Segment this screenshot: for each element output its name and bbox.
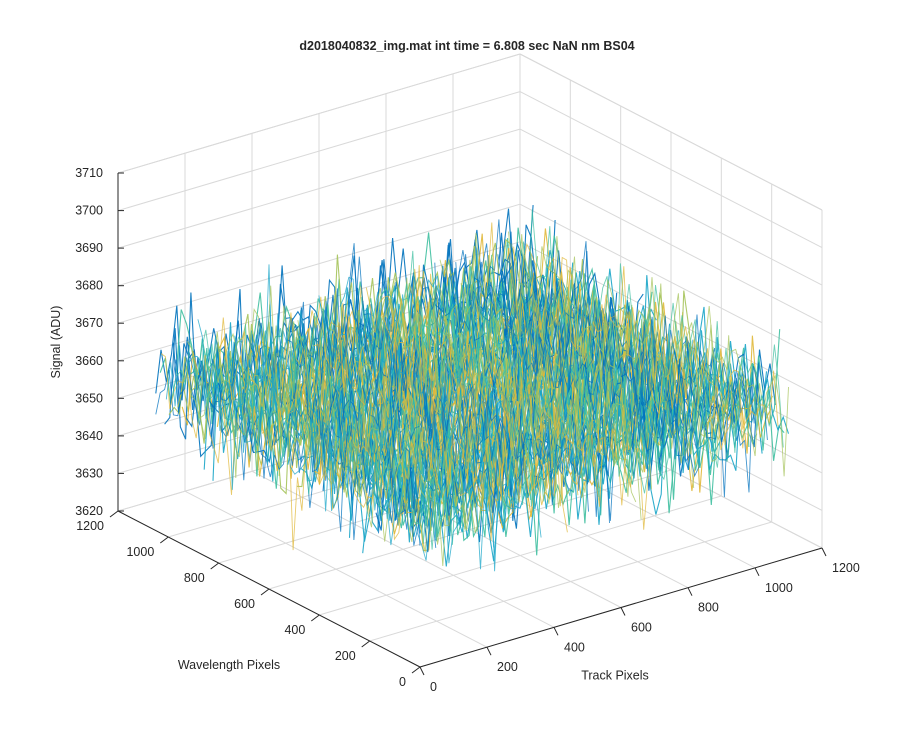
z-axis-label: Signal (ADU) [49,306,63,379]
surface-column [176,340,442,527]
surface-column [244,307,510,523]
y-tick-mark [210,562,219,570]
z-tick-label: 3620 [75,504,103,518]
surface-mesh [155,205,790,572]
y-tick-mark [109,510,119,518]
x-tick-label: 400 [564,640,585,654]
grid-line [519,166,823,324]
grid-line [519,128,823,286]
x-tick-mark [620,607,626,616]
z-tick-label: 3660 [75,354,103,368]
y-tick-mark [411,666,421,674]
y-axis-label: Wavelength Pixels [178,658,280,672]
tick-labels: 0 200 400 600 800 1000 1200 0 200 400 600 800 1000 12… [75,166,860,694]
grid-line [117,166,521,287]
surface-column [334,285,600,506]
y-tick-label: 600 [234,597,255,611]
z-tick-label: 3700 [75,204,103,218]
surface-column [329,307,595,508]
x-tick-label: 200 [497,660,518,674]
y-tick-label: 200 [335,649,356,663]
y-tick-mark [310,614,320,622]
z-tick-label: 3670 [75,316,103,330]
surface-column [513,242,779,446]
surface-column [523,246,789,477]
x-tick-mark [754,567,760,577]
grid-line [117,91,521,212]
y-tick-mark [361,640,371,648]
y-tick-label: 0 [399,675,406,689]
x-tick-label: 1000 [765,581,793,595]
surface-column [403,289,668,477]
z-tick-label: 3630 [75,466,103,480]
x-tick-mark [486,646,492,656]
z-tick-label: 3680 [75,279,103,293]
surface-column [518,209,784,448]
grid-line [117,203,521,324]
grid-line [519,203,823,361]
surface-column [360,297,626,498]
axes [109,172,827,676]
surface-column [460,259,726,464]
y-tick-label: 400 [284,623,305,637]
x-tick-mark [687,587,693,596]
grid-line [117,128,521,249]
grid-line [319,495,722,616]
grid-line [519,91,823,249]
x-tick-label: 0 [430,680,437,694]
x-axis-label: Track Pixels [581,669,649,683]
x-tick-label: 600 [631,621,652,635]
surface-column [502,248,768,441]
y-tick-mark [160,536,169,544]
x-tick-label: 800 [698,601,719,615]
chart-title: d2018040832_img.mat int time = 6.808 sec… [299,39,634,53]
surface-column [429,281,695,489]
x-tick-mark [553,627,559,636]
y-tick-label: 1000 [126,545,154,559]
z-tick-label: 3710 [75,166,103,180]
box-edge [117,53,521,174]
grid-line [369,521,772,642]
y-tick-label: 1200 [76,519,104,533]
surface-column [160,353,426,551]
z-tick-label: 3650 [75,391,103,405]
box-edge [519,53,823,211]
x-tick-mark [419,666,425,676]
y-tick-label: 800 [184,571,205,585]
z-tick-label: 3690 [75,241,103,255]
z-tick-label: 3640 [75,429,103,443]
x-tick-label: 1200 [832,561,860,575]
y-tick-mark [260,588,270,596]
surface-column [418,284,684,477]
x-tick-mark [821,547,827,557]
